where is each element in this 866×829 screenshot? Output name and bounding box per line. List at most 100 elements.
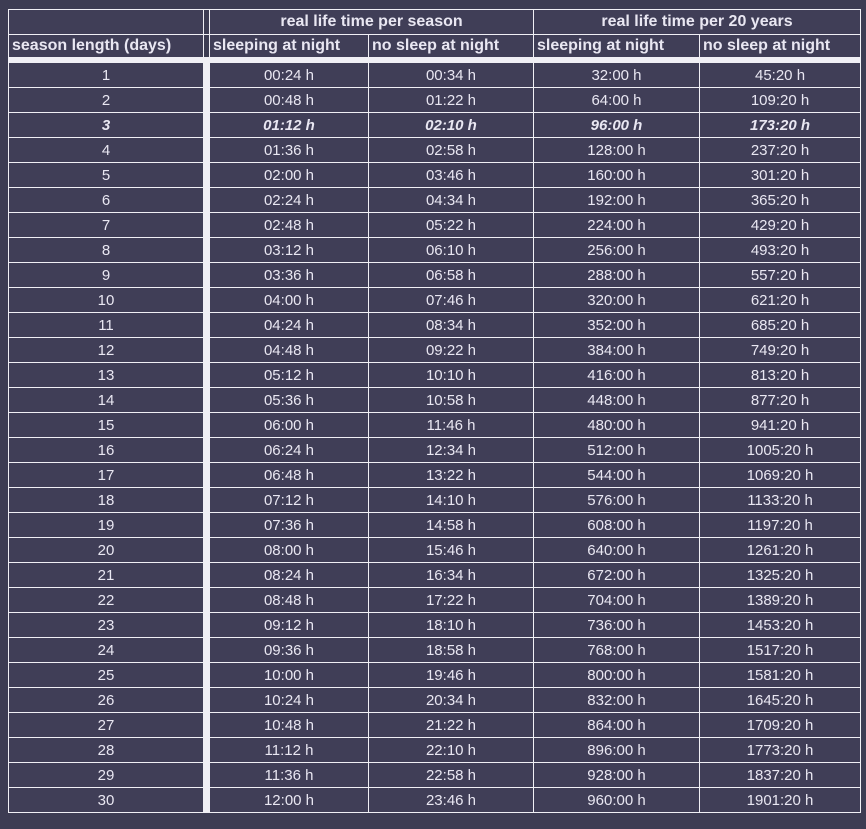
cell-time-value: 06:00 h (209, 412, 369, 438)
cell-season-length: 14 (8, 387, 204, 413)
cell-time-value: 448:00 h (533, 387, 700, 413)
cell-time-value: 365:20 h (698, 187, 862, 213)
cell-time-value: 06:58 h (368, 262, 534, 288)
cell-time-value: 640:00 h (533, 537, 700, 563)
cell-time-value: 749:20 h (698, 337, 862, 363)
cell-season-length: 7 (8, 212, 204, 238)
table-row: 6 02:24 h 04:34 h 192:00 h 365:20 h (8, 187, 862, 213)
cell-time-value: 04:34 h (368, 187, 534, 213)
table-row: 20 08:00 h 15:46 h 640:00 h 1261:20 h (8, 537, 862, 563)
cell-time-value: 1197:20 h (698, 512, 862, 538)
cell-time-value: 10:24 h (209, 687, 369, 713)
table-row: 18 07:12 h 14:10 h 576:00 h 1133:20 h (8, 487, 862, 513)
table-row: 17 06:48 h 13:22 h 544:00 h 1069:20 h (8, 462, 862, 488)
table-row: 8 03:12 h 06:10 h 256:00 h 493:20 h (8, 237, 862, 263)
cell-time-value: 03:46 h (368, 162, 534, 188)
cell-time-value: 1773:20 h (698, 737, 862, 763)
cell-time-value: 05:36 h (209, 387, 369, 413)
cell-time-value: 08:48 h (209, 587, 369, 613)
cell-time-value: 1389:20 h (698, 587, 862, 613)
cell-time-value: 06:24 h (209, 437, 369, 463)
cell-time-value: 173:20 h (698, 112, 862, 138)
cell-time-value: 832:00 h (533, 687, 700, 713)
cell-season-length: 8 (8, 237, 204, 263)
cell-time-value: 1133:20 h (698, 487, 862, 513)
cell-time-value: 11:36 h (209, 762, 369, 788)
cell-time-value: 15:46 h (368, 537, 534, 563)
cell-time-value: 544:00 h (533, 462, 700, 488)
cell-time-value: 21:22 h (368, 712, 534, 738)
table-row: 5 02:00 h 03:46 h 160:00 h 301:20 h (8, 162, 862, 188)
cell-season-length: 20 (8, 537, 204, 563)
cell-time-value: 352:00 h (533, 312, 700, 338)
cell-time-value: 480:00 h (533, 412, 700, 438)
cell-season-length: 5 (8, 162, 204, 188)
cell-time-value: 19:46 h (368, 662, 534, 688)
cell-time-value: 10:00 h (209, 662, 369, 688)
cell-time-value: 941:20 h (698, 412, 862, 438)
cell-season-length: 13 (8, 362, 204, 388)
cell-time-value: 608:00 h (533, 512, 700, 538)
cell-time-value: 672:00 h (533, 562, 700, 588)
cell-time-value: 00:34 h (368, 62, 534, 88)
cell-time-value: 1517:20 h (698, 637, 862, 663)
cell-time-value: 1581:20 h (698, 662, 862, 688)
cell-time-value: 384:00 h (533, 337, 700, 363)
cell-time-value: 09:36 h (209, 637, 369, 663)
cell-time-value: 02:48 h (209, 212, 369, 238)
cell-time-value: 1005:20 h (698, 437, 862, 463)
cell-season-length: 10 (8, 287, 204, 313)
cell-time-value: 11:46 h (368, 412, 534, 438)
cell-time-value: 22:10 h (368, 737, 534, 763)
cell-time-value: 12:34 h (368, 437, 534, 463)
table-row: 24 09:36 h 18:58 h 768:00 h 1517:20 h (8, 637, 862, 663)
cell-time-value: 13:22 h (368, 462, 534, 488)
cell-time-value: 896:00 h (533, 737, 700, 763)
table-row: 4 01:36 h 02:58 h 128:00 h 237:20 h (8, 137, 862, 163)
cell-time-value: 07:12 h (209, 487, 369, 513)
cell-season-length: 23 (8, 612, 204, 638)
table-row: 25 10:00 h 19:46 h 800:00 h 1581:20 h (8, 662, 862, 688)
corner-cell (8, 9, 204, 35)
cell-time-value: 14:58 h (368, 512, 534, 538)
cell-time-value: 10:48 h (209, 712, 369, 738)
table-row: 1 00:24 h 00:34 h 32:00 h 45:20 h (8, 62, 862, 88)
table-row: 9 03:36 h 06:58 h 288:00 h 557:20 h (8, 262, 862, 288)
column-header-nosleep-season: no sleep at night (368, 34, 534, 58)
cell-season-length: 6 (8, 187, 204, 213)
cell-time-value: 11:12 h (209, 737, 369, 763)
column-header-sleeping-20y: sleeping at night (533, 34, 700, 58)
cell-time-value: 864:00 h (533, 712, 700, 738)
cell-time-value: 09:22 h (368, 337, 534, 363)
cell-season-length: 11 (8, 312, 204, 338)
cell-time-value: 05:12 h (209, 362, 369, 388)
cell-time-value: 224:00 h (533, 212, 700, 238)
cell-time-value: 621:20 h (698, 287, 862, 313)
table-row: 29 11:36 h 22:58 h 928:00 h 1837:20 h (8, 762, 862, 788)
cell-season-length: 18 (8, 487, 204, 513)
cell-time-value: 04:48 h (209, 337, 369, 363)
cell-season-length: 22 (8, 587, 204, 613)
cell-time-value: 96:00 h (533, 112, 700, 138)
cell-time-value: 10:10 h (368, 362, 534, 388)
cell-season-length: 27 (8, 712, 204, 738)
season-time-table: real life time per season real life time… (7, 9, 862, 813)
table-row: 15 06:00 h 11:46 h 480:00 h 941:20 h (8, 412, 862, 438)
cell-time-value: 813:20 h (698, 362, 862, 388)
cell-time-value: 20:34 h (368, 687, 534, 713)
cell-time-value: 1837:20 h (698, 762, 862, 788)
column-header-sleeping-season: sleeping at night (209, 34, 369, 58)
cell-time-value: 1645:20 h (698, 687, 862, 713)
cell-time-value: 01:22 h (368, 87, 534, 113)
cell-season-length: 12 (8, 337, 204, 363)
column-header-row: season length (days) sleeping at night n… (8, 34, 862, 58)
table-row: 22 08:48 h 17:22 h 704:00 h 1389:20 h (8, 587, 862, 613)
cell-time-value: 08:34 h (368, 312, 534, 338)
cell-time-value: 18:58 h (368, 637, 534, 663)
cell-time-value: 416:00 h (533, 362, 700, 388)
table-row: 19 07:36 h 14:58 h 608:00 h 1197:20 h (8, 512, 862, 538)
cell-season-length: 24 (8, 637, 204, 663)
cell-time-value: 557:20 h (698, 262, 862, 288)
cell-time-value: 1453:20 h (698, 612, 862, 638)
